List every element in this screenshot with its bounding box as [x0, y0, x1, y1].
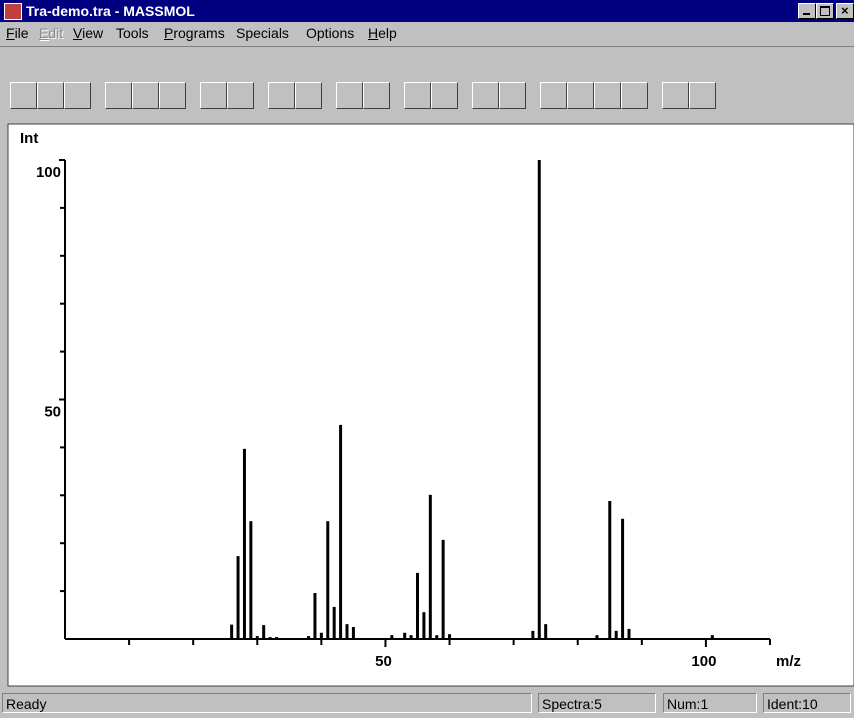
peak — [410, 635, 413, 639]
peak — [307, 636, 310, 639]
peak — [595, 635, 598, 639]
peak — [608, 501, 611, 639]
peak — [249, 521, 252, 639]
app-window: Tra-demo.tra - MASSMOL × File Edit View … — [0, 0, 854, 718]
peak — [326, 521, 329, 639]
peak — [320, 633, 323, 639]
peak — [262, 625, 265, 639]
status-pane: Ident:10 — [763, 693, 851, 713]
peak — [256, 636, 259, 639]
peak — [621, 519, 624, 639]
peak — [237, 556, 240, 639]
peak — [269, 637, 272, 639]
x-axis-label: m/z — [776, 653, 801, 670]
peak — [628, 629, 631, 639]
peak — [615, 631, 618, 639]
peak — [416, 573, 419, 639]
peak — [429, 495, 432, 639]
peak — [544, 624, 547, 639]
peak — [333, 607, 336, 639]
peak — [352, 627, 355, 639]
status-pane: Spectra:5 — [538, 693, 656, 713]
peak — [531, 631, 534, 639]
peak — [538, 160, 541, 639]
peak — [403, 633, 406, 639]
y-tick-label: 50 — [44, 404, 61, 421]
status-bar: Ready Spectra:5 Num:1 Ident:10 — [0, 688, 854, 718]
peak — [390, 635, 393, 639]
peak — [275, 637, 278, 639]
status-pane: Num:1 — [663, 693, 757, 713]
x-tick-label: 50 — [375, 653, 392, 670]
peak — [711, 635, 714, 639]
y-tick-label: 100 — [36, 164, 61, 181]
status-pane: Ready — [2, 693, 532, 713]
spectrum-chart: Int m/z 50 100 50 100 — [0, 0, 854, 718]
peak — [442, 540, 445, 639]
peak — [243, 449, 246, 639]
peak — [422, 612, 425, 639]
peak — [435, 635, 438, 639]
peak — [448, 634, 451, 639]
y-axis-label: Int — [20, 130, 38, 147]
x-tick-label: 100 — [691, 653, 716, 670]
peak — [346, 624, 349, 639]
peak — [339, 425, 342, 639]
peak — [313, 593, 316, 639]
peak — [230, 625, 233, 639]
